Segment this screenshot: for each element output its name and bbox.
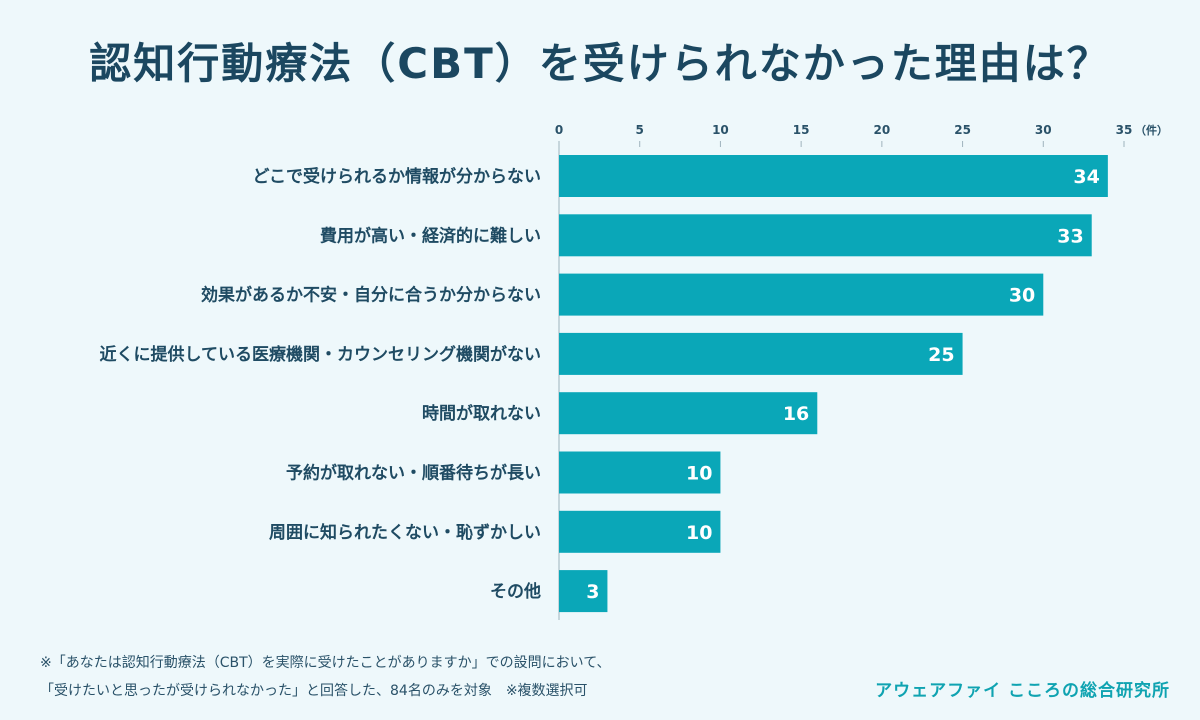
x-tick-label: 30: [1035, 123, 1052, 137]
bar: [559, 155, 1108, 197]
category-label: どこで受けられるか情報が分からない: [253, 166, 542, 187]
category-label: 時間が取れない: [422, 403, 541, 424]
bar: [559, 392, 818, 435]
bar: [559, 510, 721, 553]
bar: [559, 451, 721, 494]
x-tick-label: 15: [793, 123, 810, 137]
data-label: 10: [686, 522, 712, 544]
data-label: 30: [1009, 285, 1035, 307]
bar: [559, 273, 1044, 316]
data-label: 16: [783, 403, 809, 425]
bar: [559, 214, 1092, 257]
chart-title: 認知行動療法（CBT）を受けられなかった理由は？: [89, 39, 1111, 88]
bar: [559, 570, 608, 613]
category-label: 近くに提供している医療機関・カウンセリング機関がない: [100, 344, 542, 365]
x-axis-unit: （件）: [1135, 123, 1168, 137]
category-label: 予約が取れない・順番待ちが長い: [286, 463, 541, 484]
x-tick-label: 5: [636, 123, 644, 137]
footnote-line-2: 「受けたいと思ったが受けられなかった」と回答した、84名のみを対象 ※複数選択可: [40, 683, 588, 699]
category-label: 効果があるか不安・自分に合うか分からない: [201, 285, 541, 306]
footnote-line-1: ※「あなたは認知行動療法（CBT）を実際に受けたことがありますか」での設問におい…: [40, 655, 611, 671]
x-tick-label: 35: [1116, 123, 1133, 137]
category-label: 費用が高い・経済的に難しい: [320, 225, 541, 246]
category-label: 周囲に知られたくない・恥ずかしい: [269, 522, 541, 543]
x-tick-label: 0: [555, 123, 563, 137]
brand-credit: アウェアファイ こころの総合研究所: [875, 681, 1170, 701]
data-label: 25: [928, 344, 954, 366]
x-tick-label: 25: [954, 123, 971, 137]
data-label: 3: [586, 581, 599, 603]
category-label: その他: [490, 581, 541, 602]
x-tick-label: 20: [874, 123, 891, 137]
bar: [559, 332, 963, 375]
x-tick-label: 10: [712, 123, 729, 137]
data-label: 33: [1057, 225, 1083, 247]
data-label: 34: [1073, 166, 1099, 188]
data-label: 10: [686, 463, 712, 485]
